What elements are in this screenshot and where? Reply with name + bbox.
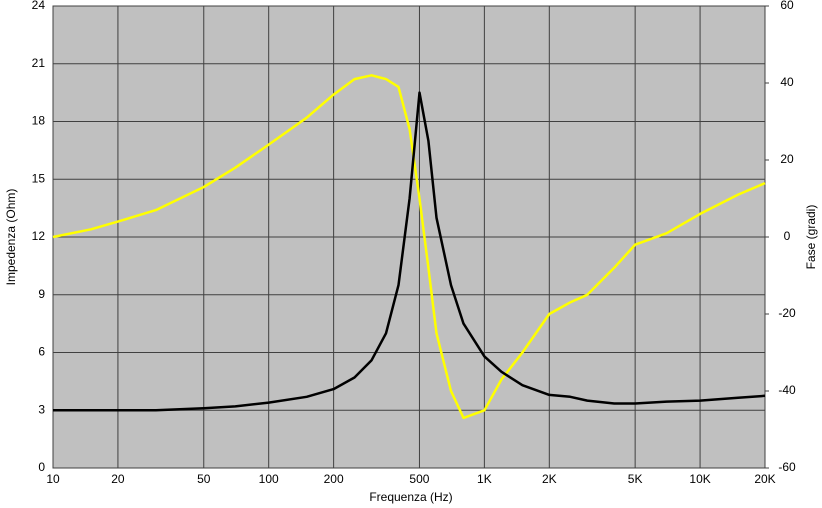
y2-tick-label: -20: [778, 306, 796, 320]
series-line: [53, 91, 766, 412]
x-tick-label: 100: [259, 472, 279, 486]
y-tick-label: 0: [38, 460, 45, 474]
y2-tick-label: 20: [780, 152, 794, 166]
y2-tick-label: -40: [778, 383, 796, 397]
x-tick-label: 10K: [689, 472, 710, 486]
y2-tick-label: 60: [780, 0, 794, 12]
y2-tick-label: 40: [780, 75, 794, 89]
x-axis-label: Frequenza (Hz): [369, 490, 452, 504]
series-line: [52, 74, 766, 420]
y-tick-label: 21: [32, 56, 46, 70]
y-tick-label: 15: [32, 171, 46, 185]
y2-tick-label: 0: [784, 229, 791, 243]
x-tick-label: 2K: [542, 472, 557, 486]
x-tick-label: 5K: [628, 472, 643, 486]
y-tick-label: 9: [38, 287, 45, 301]
x-tick-label: 20: [111, 472, 125, 486]
y-tick-label: 18: [32, 114, 46, 128]
x-tick-label: 20K: [754, 472, 775, 486]
y-tick-label: 12: [32, 229, 46, 243]
y2-tick-label: -60: [778, 460, 796, 474]
y-tick-label: 6: [38, 345, 45, 359]
x-tick-label: 200: [324, 472, 344, 486]
x-tick-label: 1K: [477, 472, 492, 486]
x-tick-label: 10: [46, 472, 60, 486]
y-axis-label: Impedenza (Ohm): [4, 189, 18, 286]
y-tick-label: 3: [38, 402, 45, 416]
x-tick-label: 500: [409, 472, 429, 486]
y2-axis-label: Fase (gradi): [804, 205, 818, 270]
y-tick-label: 24: [32, 0, 46, 12]
x-tick-label: 50: [197, 472, 211, 486]
